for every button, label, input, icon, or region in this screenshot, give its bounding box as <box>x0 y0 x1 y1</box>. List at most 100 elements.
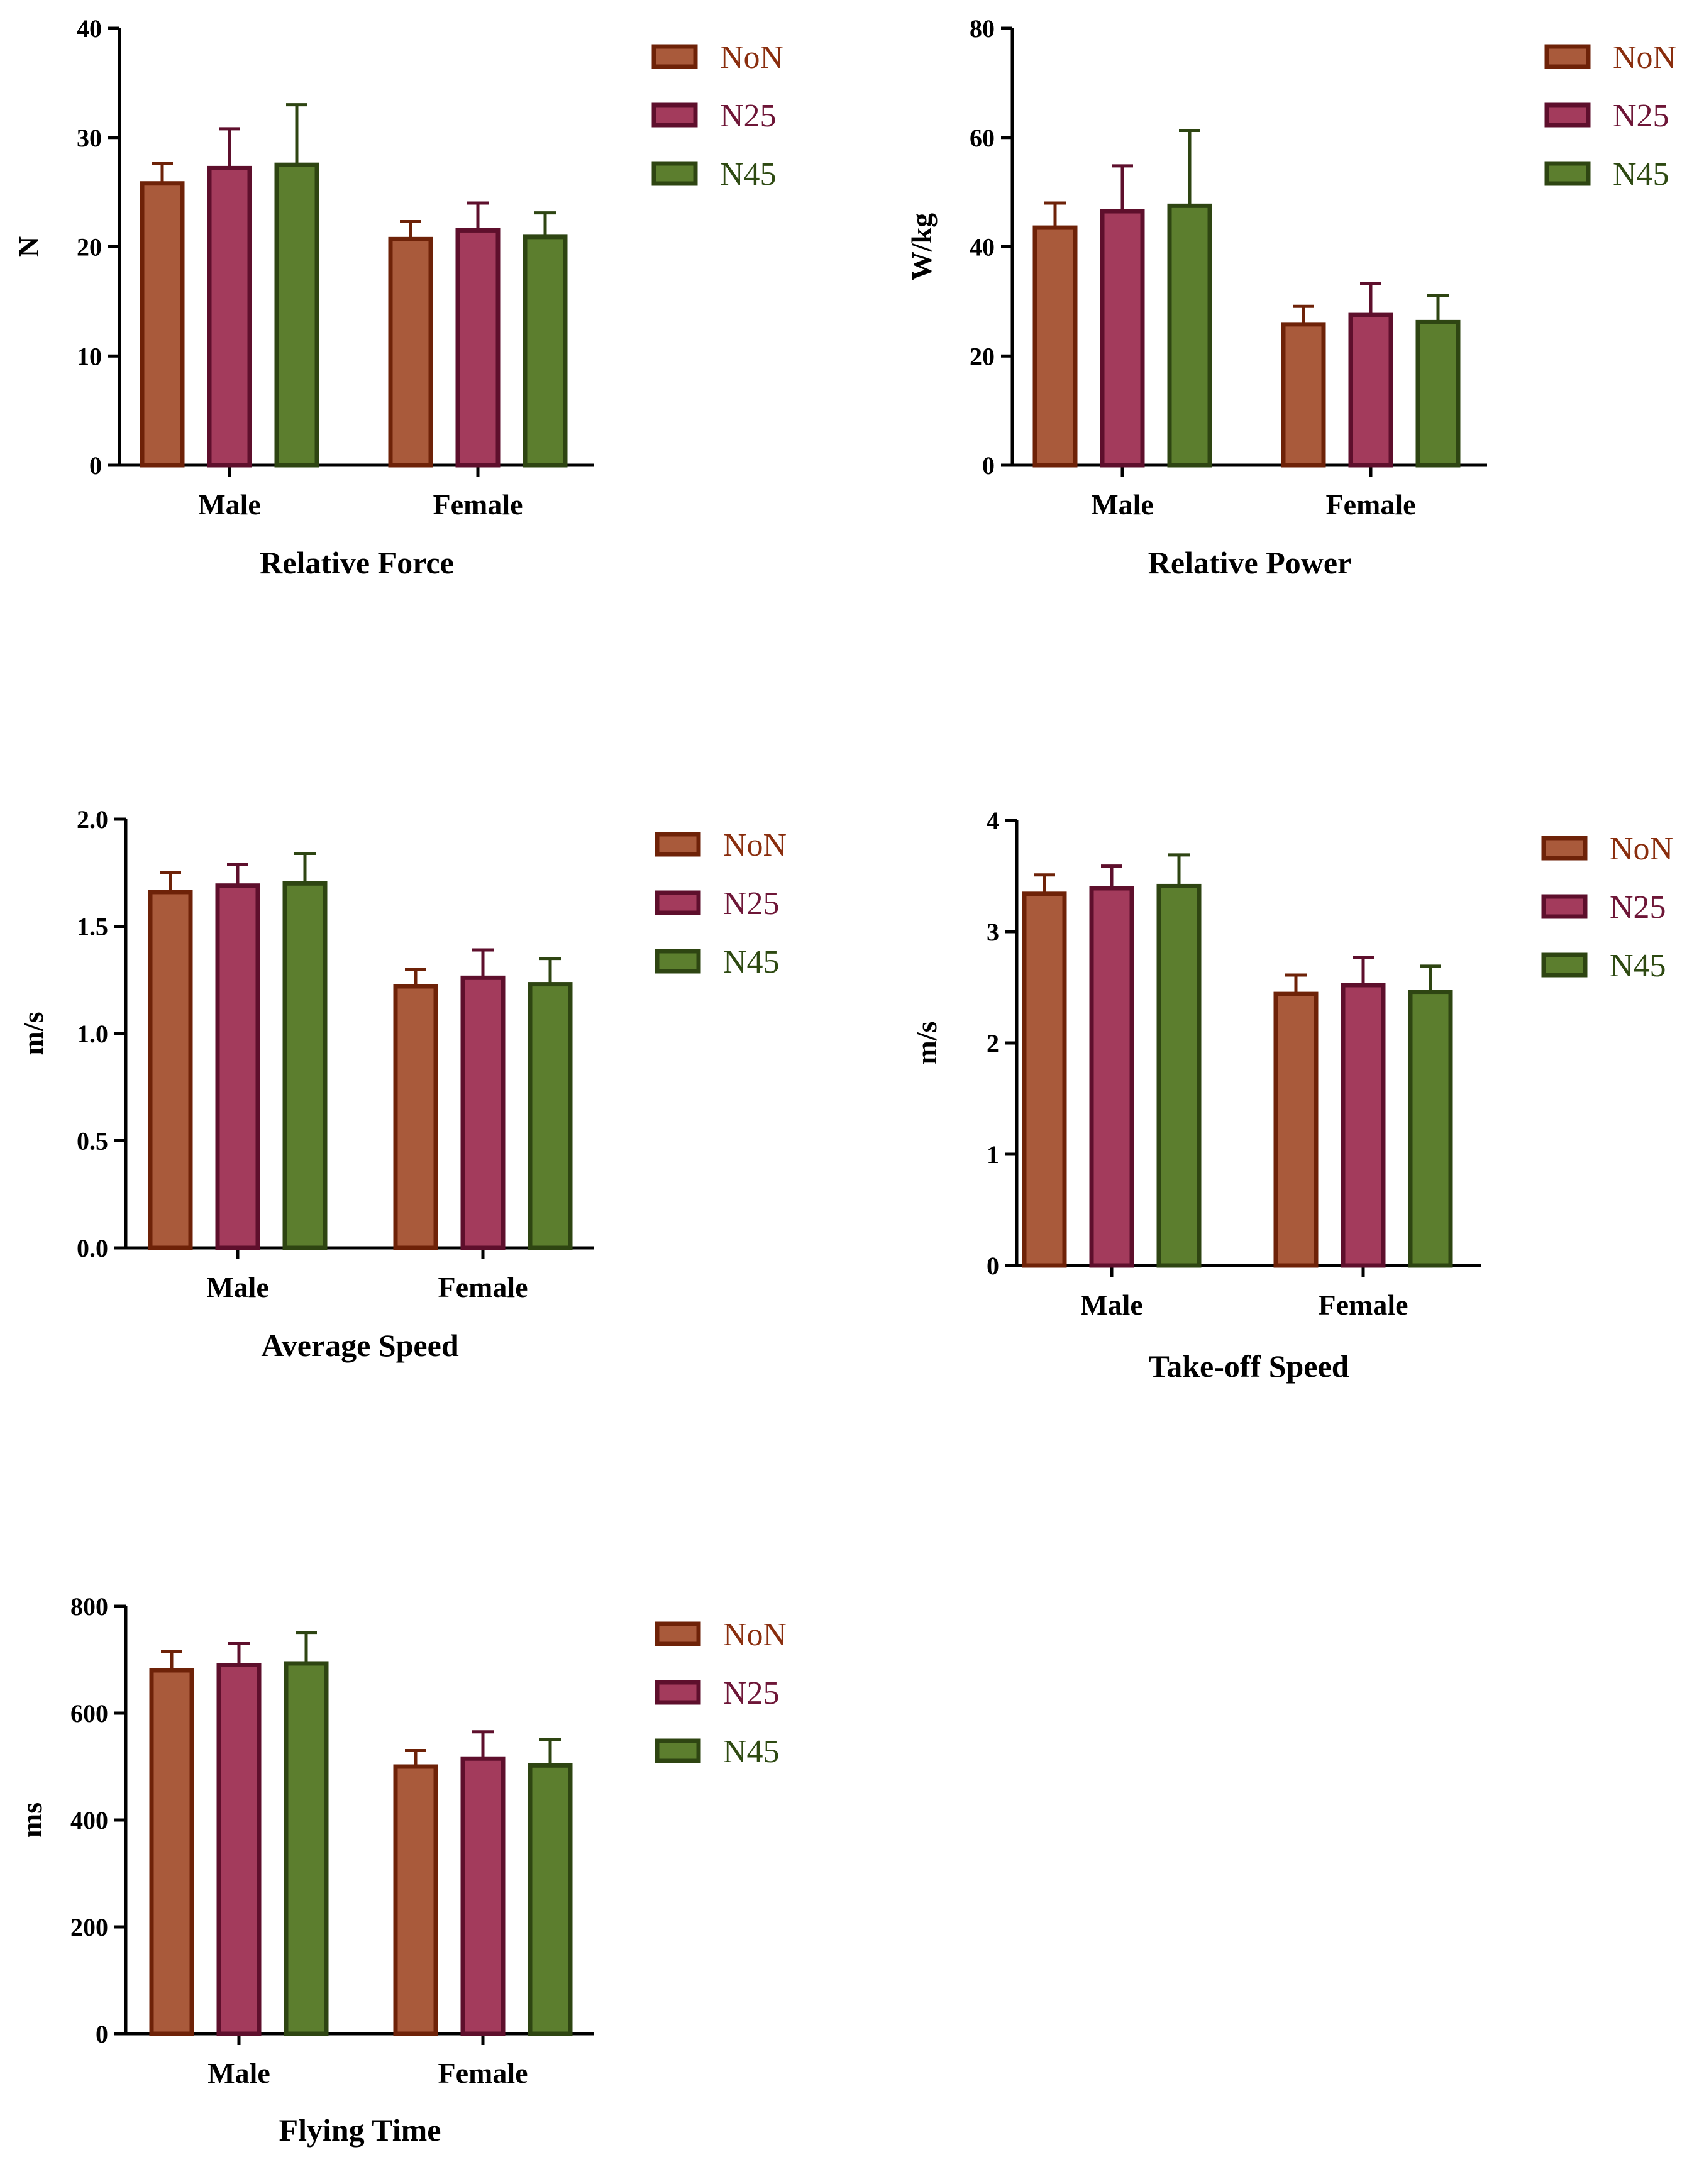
bar-n25-male <box>1089 886 1134 1268</box>
bar-n45-female <box>1408 990 1453 1268</box>
legend-label-n45: N45 <box>1610 948 1666 984</box>
bar-n25-male <box>207 165 252 468</box>
legend-label-n45: N45 <box>720 157 777 192</box>
bar-n45-female <box>528 1763 573 2036</box>
y-tick-label: 0 <box>96 2020 108 2048</box>
legend-label-non: NoN <box>720 40 783 75</box>
legend-swatch-non <box>655 832 701 857</box>
bar-n25-female <box>455 228 501 468</box>
y-axis-label: N <box>13 236 45 257</box>
y-axis-label: m/s <box>17 1012 49 1056</box>
x-tick-label: Female <box>1318 1289 1408 1321</box>
legend-swatch-n45 <box>655 1738 701 1763</box>
x-tick-label: Female <box>1325 488 1415 521</box>
chart-panel-4: 0 1 2 3 4 m/s Male Female Take-off Speed NoN N25 N4… <box>910 807 1673 1384</box>
bar-n45-male <box>1167 203 1212 468</box>
bar-n45-female <box>528 982 573 1250</box>
x-tick-label: Female <box>438 1271 528 1303</box>
legend-label-n25: N25 <box>1613 98 1669 134</box>
legend-swatch-n25 <box>1541 894 1588 919</box>
y-tick-label: 0 <box>89 451 102 480</box>
bar-n25-male <box>1100 209 1145 468</box>
bar-n25-male <box>216 1663 262 2036</box>
y-tick-label: 20 <box>970 342 995 370</box>
legend-swatch-n45 <box>651 161 698 186</box>
bar-n45-male <box>1156 883 1202 1268</box>
legend-label-n25: N25 <box>723 886 780 922</box>
chart-title: Flying Time <box>279 2112 441 2148</box>
legend-label-n25: N25 <box>720 98 777 134</box>
bar-n25-female <box>460 975 506 1250</box>
y-axis-label: W/kg <box>905 213 938 280</box>
y-tick-label: 20 <box>77 233 102 262</box>
y-tick-label: 60 <box>970 124 995 152</box>
bar-non-male <box>1032 225 1078 468</box>
bar-non-male <box>140 181 185 468</box>
y-tick-label: 30 <box>77 124 102 152</box>
bar-non-male <box>149 1668 194 2036</box>
bar-n45-male <box>284 1661 329 2036</box>
bar-n45-male <box>274 162 319 468</box>
legend-swatch-n25 <box>1544 102 1591 128</box>
y-tick-label: 800 <box>70 1592 108 1621</box>
legend-swatch-n25 <box>655 890 701 915</box>
legend-label-non: NoN <box>723 827 787 863</box>
x-tick-label: Male <box>1091 488 1154 521</box>
chart-title: Relative Power <box>1148 545 1351 580</box>
legend-swatch-non <box>651 44 698 69</box>
legend: NoN N25 N45 <box>1544 40 1676 192</box>
x-tick-label: Male <box>206 1271 269 1303</box>
legend-swatch-non <box>1541 836 1588 861</box>
y-tick-label: 600 <box>70 1699 108 1728</box>
legend-label-n45: N45 <box>723 944 780 980</box>
bar-n25-female <box>1348 312 1393 468</box>
y-tick-label: 80 <box>970 14 995 43</box>
y-tick-label: 2.0 <box>77 805 108 834</box>
legend-label-non: NoN <box>1610 831 1673 867</box>
y-tick-label: 40 <box>970 233 995 262</box>
y-tick-label: 1.0 <box>77 1020 108 1048</box>
y-tick-label: 10 <box>77 342 102 370</box>
y-tick-label: 0.0 <box>77 1234 108 1262</box>
y-tick-label: 1 <box>987 1140 999 1169</box>
legend: NoN N25 N45 <box>651 40 783 192</box>
y-tick-label: 200 <box>70 1913 108 1941</box>
chart-title: Relative Force <box>260 545 454 580</box>
y-tick-label: 0 <box>987 1252 999 1280</box>
legend: NoN N25 N45 <box>655 827 787 980</box>
y-tick-label: 400 <box>70 1806 108 1834</box>
y-tick-label: 0 <box>982 451 995 480</box>
bar-non-female <box>388 236 433 468</box>
chart-panel-1: 0 10 20 30 40 N Male Female Relative Force NoN N25… <box>13 14 783 580</box>
y-axis-label: ms <box>16 1802 48 1838</box>
bar-non-male <box>1022 891 1067 1268</box>
legend-label-non: NoN <box>723 1617 787 1653</box>
chart-title: Average Speed <box>261 1328 458 1363</box>
x-tick-label: Male <box>207 2057 270 2089</box>
legend-label-n45: N45 <box>723 1734 780 1770</box>
bar-n25-female <box>1341 983 1386 1268</box>
chart-panel-2: 0 20 40 60 80 W/kg Male Female Relative Power NoN… <box>905 14 1676 580</box>
legend-swatch-non <box>1544 44 1591 69</box>
y-tick-label: 3 <box>987 918 999 946</box>
y-tick-label: 4 <box>987 807 999 835</box>
bar-non-female <box>1281 322 1326 468</box>
x-tick-label: Male <box>1080 1289 1143 1321</box>
y-tick-label: 0.5 <box>77 1127 108 1155</box>
bar-non-female <box>393 984 438 1250</box>
chart-title: Take-off Speed <box>1148 1348 1349 1384</box>
bar-n25-female <box>460 1756 506 2036</box>
legend-swatch-non <box>655 1621 701 1646</box>
y-tick-label: 40 <box>77 14 102 43</box>
x-tick-label: Female <box>433 488 523 521</box>
legend-label-n25: N25 <box>723 1675 780 1711</box>
bar-n45-female <box>523 234 568 468</box>
legend-swatch-n45 <box>655 949 701 974</box>
y-tick-label: 2 <box>987 1029 999 1057</box>
bar-non-female <box>1273 991 1319 1268</box>
bar-n45-female <box>1415 319 1461 468</box>
legend-label-non: NoN <box>1613 40 1676 75</box>
legend: NoN N25 N45 <box>655 1617 787 1770</box>
legend-swatch-n25 <box>655 1680 701 1705</box>
